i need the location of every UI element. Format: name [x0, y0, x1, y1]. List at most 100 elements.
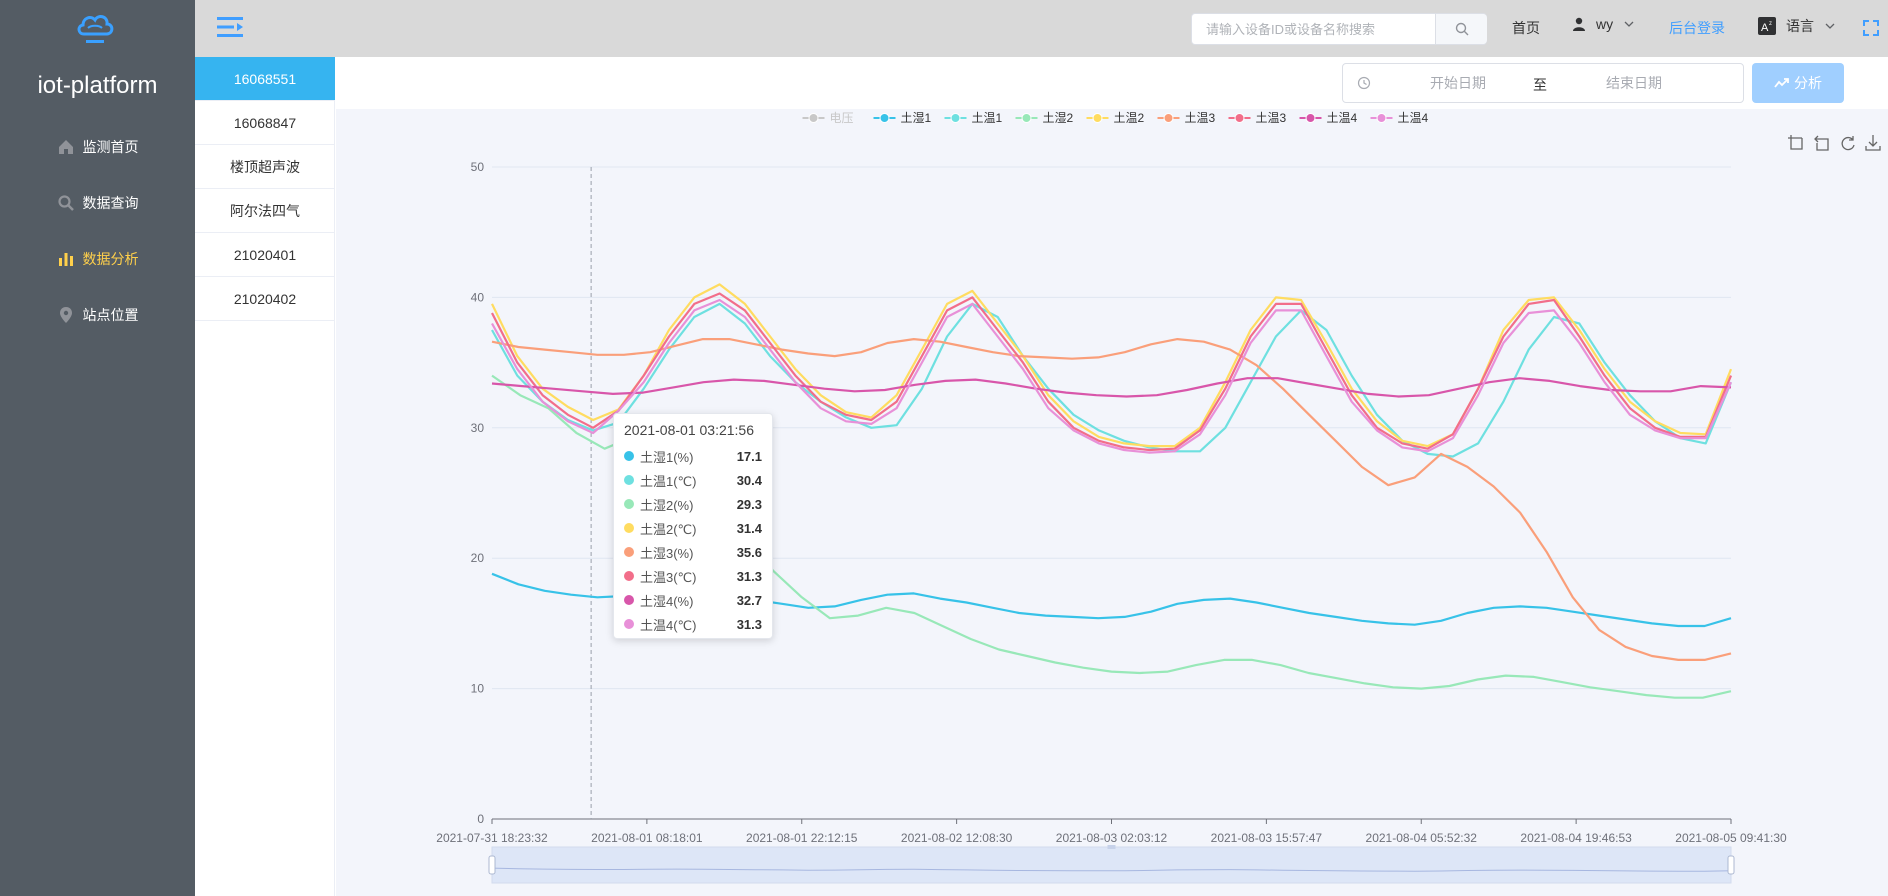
- sidebar-item-label: 数据查询: [82, 195, 139, 211]
- user-name: wy: [1596, 16, 1614, 32]
- legend-label[interactable]: 电压: [830, 111, 854, 125]
- trend-icon: [1774, 78, 1789, 88]
- restore-icon[interactable]: [1841, 136, 1855, 151]
- series-line-s6[interactable]: [491, 292, 1733, 452]
- device-item[interactable]: 21020402: [195, 277, 335, 321]
- search-button[interactable]: [1435, 14, 1487, 44]
- app-title: iot-platform: [37, 72, 158, 99]
- x-tick-label: 2021-07-31 18:23:32: [436, 831, 548, 845]
- device-item[interactable]: 21020401: [195, 233, 335, 277]
- line-chart[interactable]: 0 10 20 30 40 50 2021-07-31 18:23:32 2021-08-01…: [336, 109, 1888, 896]
- search-icon: [57, 195, 74, 211]
- tooltip-series-name: 土温3(℃): [640, 569, 697, 585]
- tooltip-series-value: 31.3: [736, 568, 762, 584]
- tooltip-row: 土温2(℃) 31.4: [624, 516, 762, 540]
- tooltip-series-value: 32.7: [736, 592, 762, 608]
- tooltip-series-value: 29.3: [736, 496, 762, 512]
- date-range-picker[interactable]: 至: [1342, 63, 1744, 103]
- home-icon: [58, 140, 73, 154]
- tooltip-series-value: 31.3: [736, 616, 762, 632]
- legend-marker[interactable]: [1092, 113, 1103, 123]
- download-icon[interactable]: [1865, 135, 1881, 151]
- tooltip-row: 土温4(℃) 31.3: [624, 612, 762, 636]
- tooltip-row: 土湿2(%) 29.3: [624, 492, 762, 516]
- tooltip-series-dot: [624, 571, 634, 581]
- legend-label[interactable]: 土湿1: [901, 110, 932, 125]
- zoom-reset-icon[interactable]: [1814, 135, 1829, 151]
- start-date-input[interactable]: [1393, 64, 1523, 102]
- admin-login-link[interactable]: 后台登录: [1669, 20, 1725, 36]
- legend-marker[interactable]: [1021, 113, 1032, 123]
- legend-marker[interactable]: [879, 113, 890, 123]
- legend-label[interactable]: 土湿2: [1043, 110, 1074, 125]
- sidebar-item-home[interactable]: 监测首页: [0, 127, 195, 167]
- location-pin-icon: [59, 307, 72, 323]
- tooltip-series-name: 土湿1(%): [640, 449, 694, 465]
- svg-text:A: A: [1761, 22, 1769, 34]
- tooltip-row: 土湿4(%) 32.7: [624, 588, 762, 612]
- legend-label[interactable]: 土温3: [1185, 111, 1216, 125]
- legend-label[interactable]: 土温4: [1398, 111, 1429, 125]
- tooltip-series-dot: [624, 523, 634, 533]
- x-tick-label: 2021-08-01 22:12:15: [746, 831, 858, 845]
- y-tick-label: 30: [471, 421, 485, 435]
- tooltip-series-value: 17.1: [736, 448, 762, 464]
- chevron-down-icon: [1825, 23, 1835, 29]
- legend-marker[interactable]: [808, 113, 819, 123]
- legend-marker[interactable]: [1234, 113, 1245, 123]
- tooltip-series-dot: [624, 475, 634, 485]
- series-line-s2[interactable]: [491, 302, 1733, 458]
- datazoom-handle-right[interactable]: [1727, 855, 1735, 875]
- user-icon: [1573, 17, 1585, 31]
- end-date-input[interactable]: [1569, 64, 1699, 102]
- zoom-icon[interactable]: [1788, 135, 1803, 150]
- datazoom-move-handle[interactable]: [1107, 845, 1116, 849]
- tooltip-series-name: 土湿2(%): [640, 497, 694, 513]
- device-item[interactable]: 楼顶超声波: [195, 145, 335, 189]
- datazoom-preview-line: [491, 867, 1732, 872]
- sidebar-item-station-location[interactable]: 站点位置: [0, 295, 195, 335]
- legend-marker[interactable]: [950, 113, 961, 123]
- search-input[interactable]: [1192, 14, 1435, 44]
- search-icon: [1455, 22, 1468, 36]
- series-line-s8[interactable]: [491, 298, 1733, 454]
- search-box: [1191, 13, 1487, 45]
- chevron-down-icon: [1624, 21, 1634, 27]
- sidebar-item-label: 数据分析: [82, 251, 139, 267]
- series-line-s7[interactable]: [491, 377, 1732, 398]
- datazoom-slider[interactable]: [491, 846, 1732, 884]
- legend-label[interactable]: 土温4: [1327, 111, 1358, 125]
- sidebar-item-data-analysis[interactable]: 数据分析: [0, 239, 195, 279]
- analyze-button[interactable]: 分析: [1752, 63, 1844, 103]
- menu-toggle-icon[interactable]: [217, 16, 243, 38]
- header-home-link[interactable]: 首页: [1512, 20, 1540, 36]
- analyze-label: 分析: [1794, 75, 1822, 91]
- tooltip-row: 土湿3(%) 35.6: [624, 540, 762, 564]
- sidebar-item-label: 监测首页: [82, 139, 139, 155]
- device-item[interactable]: 阿尔法四气: [195, 189, 335, 233]
- legend-marker[interactable]: [1305, 113, 1316, 123]
- legend-label[interactable]: 土温3: [1256, 111, 1287, 125]
- sidebar-item-data-query[interactable]: 数据查询: [0, 183, 195, 223]
- legend-marker[interactable]: [1376, 113, 1387, 123]
- tooltip-title: 2021-08-01 03:21:56: [624, 422, 754, 438]
- cloud-logo-icon: [77, 15, 114, 43]
- svg-text:z: z: [1769, 21, 1772, 27]
- legend-label[interactable]: 土温2: [1114, 111, 1145, 125]
- series-line-s4[interactable]: [491, 283, 1733, 448]
- fullscreen-icon[interactable]: [1863, 20, 1879, 36]
- legend-marker[interactable]: [1163, 113, 1174, 123]
- series-line-s5[interactable]: [491, 338, 1732, 662]
- tooltip-row: 土温1(℃) 30.4: [624, 468, 762, 492]
- x-tick-label: 2021-08-04 19:46:53: [1520, 831, 1632, 845]
- x-tick-label: 2021-08-01 08:18:01: [591, 831, 703, 845]
- datazoom-handle-left[interactable]: [488, 855, 496, 875]
- device-item[interactable]: 16068847: [195, 101, 335, 145]
- user-menu[interactable]: wy: [1572, 16, 1635, 32]
- tooltip-series-value: 35.6: [736, 544, 762, 560]
- y-tick-label: 50: [471, 160, 485, 174]
- device-item[interactable]: 16068551: [195, 57, 335, 101]
- legend-label[interactable]: 土温1: [972, 111, 1003, 125]
